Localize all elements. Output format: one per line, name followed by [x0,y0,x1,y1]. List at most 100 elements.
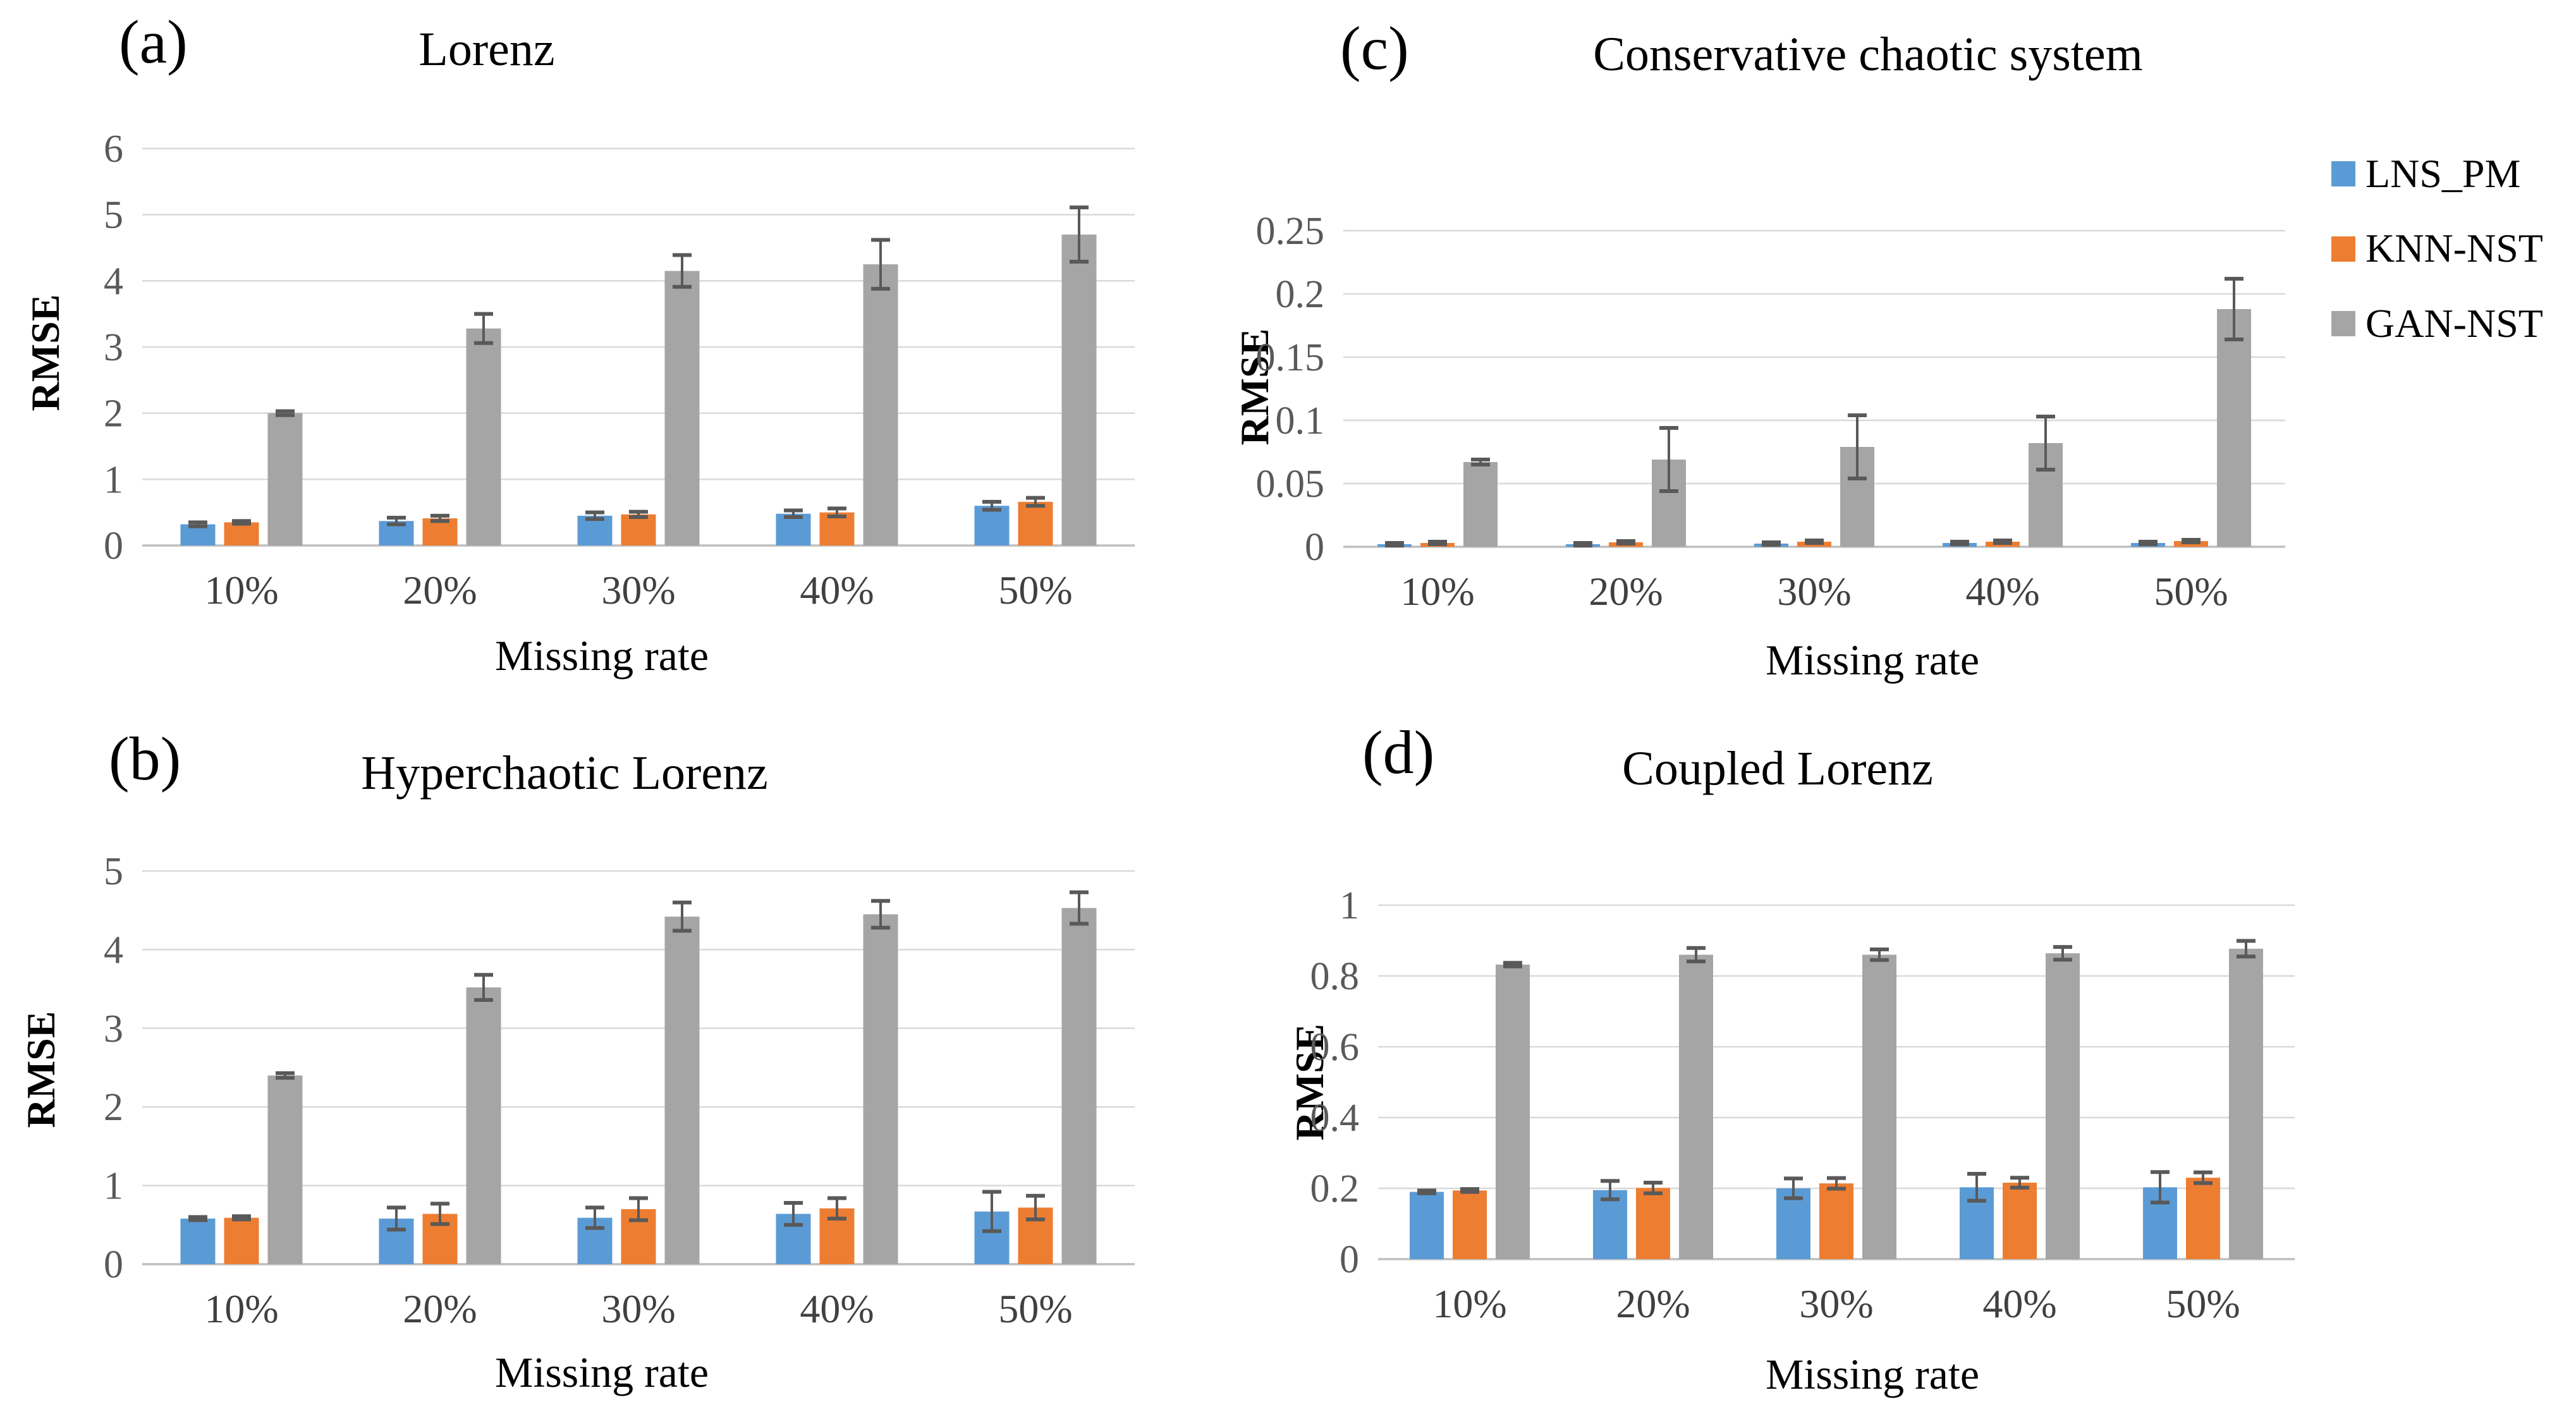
x-tick-label: 40% [800,568,874,613]
bar-chart-d: 0 0.2 0.4 0.6 0.8 1 10% 20% 30% 40% 50% [1310,884,2295,1326]
bar-chart-a: 0 1 2 3 4 5 6 10% 20% 30% 40% 50% [104,128,1135,613]
y-axis-title-a: RMSE [23,294,68,411]
bar [621,514,656,545]
bar [224,1217,259,1264]
bar [2186,1178,2220,1259]
bar [1410,1192,1444,1259]
y-tick-label: 4 [104,260,123,303]
bar [267,413,303,545]
panel-letter-b: (b) [109,725,181,793]
y-tick-label: 0.6 [1310,1026,1360,1069]
bar [1496,965,1530,1259]
x-tick-label: 50% [998,1286,1072,1331]
chart-title-d: Coupled Lorenz [1622,742,1933,795]
x-tick-label: 30% [1799,1281,1873,1326]
y-tick-label: 0.1 [1276,399,1325,442]
chart-title-b: Hyperchaotic Lorenz [361,747,768,800]
bar-chart-c: 0 0.05 0.1 0.15 0.2 0.25 10% 20% 30% 40% 50% [1256,210,2285,614]
bar [1593,1190,1627,1259]
legend-label-gan-nst: GAN-NST [2365,300,2543,346]
legend-label-knn-nst: KNN-NST [2365,226,2543,271]
bar [2003,1183,2037,1259]
x-tick-label: 30% [601,1286,675,1331]
x-tick-label: 10% [204,1286,278,1331]
bar [2046,953,2080,1259]
legend-label-lns-pm: LNS_PM [2365,151,2521,196]
bar [863,264,898,545]
y-tick-label: 4 [104,929,123,972]
y-tick-label: 1 [1340,884,1359,927]
bar [863,914,898,1264]
y-tick-label: 1 [104,458,123,501]
legend-item-lns-pm: LNS_PM [2331,151,2543,196]
bar [1463,462,1498,547]
bar [1061,908,1097,1264]
x-tick-label: 10% [1432,1281,1506,1326]
lns-pm-swatch-icon [2331,161,2355,187]
gan-nst-swatch-icon [2331,310,2355,336]
bar [2217,309,2251,547]
y-tick-label: 2 [104,393,123,436]
y-tick-label: 0 [1305,526,1324,569]
y-tick-label: 3 [104,1008,123,1051]
bar [1018,501,1053,545]
y-tick-label: 0.2 [1310,1167,1360,1210]
x-tick-label: 30% [1777,569,1851,614]
x-tick-label: 50% [2166,1281,2240,1326]
bar [466,987,501,1264]
y-tick-label: 5 [104,194,123,237]
chart-title-a: Lorenz [418,23,555,76]
y-tick-label: 0.2 [1276,273,1325,316]
y-tick-label: 2 [104,1086,123,1129]
y-tick-label: 0.15 [1256,336,1325,379]
bar [664,271,700,545]
y-tick-label: 0 [104,525,123,568]
y-tick-label: 5 [104,850,123,893]
panel-letter-c: (c) [1340,15,1409,83]
x-tick-label: 40% [1982,1281,2056,1326]
bar-chart-b: 0 1 2 3 4 5 10% 20% 30% 40% 50% [104,850,1135,1331]
bar [776,513,811,545]
legend: LNS_PM KNN-NST GAN-NST [2331,151,2543,346]
x-tick-label: 20% [403,1286,477,1331]
bar [1819,1183,1853,1259]
panel-letter-a: (a) [119,8,188,76]
x-tick-label: 40% [800,1286,874,1331]
y-tick-label: 0.4 [1310,1097,1360,1140]
y-tick-label: 6 [104,128,123,171]
x-tick-label: 10% [204,568,278,613]
x-tick-label: 30% [601,568,675,613]
y-tick-label: 0.25 [1256,210,1325,253]
x-axis-title-b: Missing rate [494,1348,709,1396]
bar [664,917,700,1264]
x-tick-label: 50% [998,568,1072,613]
y-tick-label: 0 [1340,1238,1359,1281]
x-axis-title-c: Missing rate [1765,636,1980,684]
legend-item-gan-nst: GAN-NST [2331,300,2543,346]
y-tick-label: 1 [104,1165,123,1208]
y-tick-label: 3 [104,326,123,369]
panel-letter-d: (d) [1362,719,1435,787]
bar [1636,1188,1670,1259]
x-tick-label: 20% [1616,1281,1690,1326]
x-tick-label: 50% [2154,569,2228,614]
x-axis-title-a: Missing rate [494,631,709,680]
bar [1061,235,1097,545]
chart-title-c: Conservative chaotic system [1593,28,2143,81]
bar [1679,954,1713,1259]
x-tick-label: 20% [1589,569,1663,614]
bar [224,522,259,545]
x-tick-label: 10% [1400,569,1474,614]
y-tick-label: 0.8 [1310,955,1360,998]
y-axis-title-b: RMSE [18,1011,63,1128]
bar [180,1218,216,1264]
knn-nst-swatch-icon [2331,236,2355,262]
x-tick-label: 20% [403,568,477,613]
y-tick-label: 0 [104,1243,123,1286]
legend-item-knn-nst: KNN-NST [2331,226,2543,271]
bar [974,506,1010,545]
bar [2229,948,2263,1259]
bar [1453,1190,1487,1259]
x-axis-title-d: Missing rate [1765,1350,1980,1398]
